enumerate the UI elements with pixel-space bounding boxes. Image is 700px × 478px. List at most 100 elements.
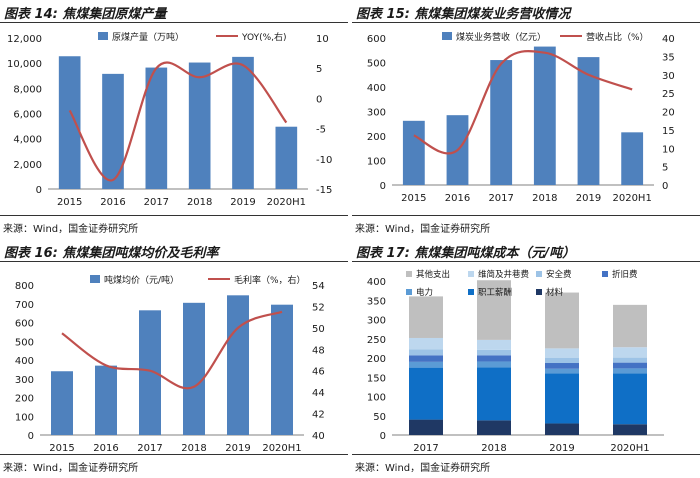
x-tick-label: 2017 — [144, 197, 169, 208]
y-left-tick-label: 500 — [15, 337, 34, 348]
stacked-bar-segment — [409, 419, 443, 435]
stacked-bar-segment — [545, 348, 579, 358]
y-left-tick-label: 6,000 — [13, 110, 42, 121]
legend-label-line: 毛利率（%，右） — [234, 274, 306, 286]
bar — [533, 46, 556, 186]
legend-swatch — [406, 289, 412, 295]
y-right-tick-label: 10 — [316, 34, 329, 45]
y-left-tick-label: 300 — [367, 316, 386, 327]
bar — [577, 57, 600, 185]
bar — [402, 120, 425, 185]
bar — [51, 371, 73, 435]
source-rule — [352, 454, 700, 455]
y-right-tick-label: 42 — [312, 410, 325, 421]
y-right-tick-label: -15 — [316, 185, 332, 196]
stacked-bar-segment — [613, 357, 647, 363]
stacked-bar-segment — [613, 368, 647, 374]
chart-title: 图表 15: 焦煤集团煤炭业务营收情况 — [356, 7, 571, 22]
chart-16-plot: 0 100 200 300 400 500 600 700 800 40 42 44 46 48 50 52 5… — [15, 274, 325, 454]
legend-label-line: YOY(%,右) — [241, 31, 287, 43]
legend-swatch-bar — [442, 32, 452, 40]
legend-label-line: 营收占比（%） — [586, 31, 649, 43]
y-right-tick-label: 0 — [662, 181, 668, 192]
y-left-tick-label: 350 — [367, 296, 386, 307]
y-left-tick-label: 200 — [15, 394, 34, 405]
bar — [227, 295, 249, 435]
legend-swatch — [468, 289, 474, 295]
y-left-tick-label: 50 — [373, 412, 386, 423]
stacked-bar-segment — [477, 349, 511, 356]
x-tick-label: 2019 — [549, 443, 574, 454]
stacked-bar-segment — [545, 368, 579, 374]
y-left-tick-label: 100 — [15, 412, 34, 423]
stacked-bar-segment — [477, 280, 511, 340]
chart-panel-17: 图表 17: 焦煤集团吨煤成本（元/吨） 0 50 100 150 200 250 300 3… — [352, 239, 700, 478]
x-tick-label: 2018 — [181, 443, 206, 454]
stacked-bar-segment — [409, 296, 443, 338]
y-right-tick-label: 40 — [662, 34, 675, 45]
stacked-bar-segment — [613, 304, 647, 348]
title-rule — [0, 22, 348, 23]
stacked-bar-segment — [477, 339, 511, 350]
bar — [232, 56, 254, 189]
stacked-bar-segment — [477, 367, 511, 421]
x-tick-label: 2015 — [57, 197, 82, 208]
stacked-bar-segment — [477, 355, 511, 362]
y-right-tick-label: 50 — [312, 324, 325, 335]
source-note: 来源：Wind，国金证券研究所 — [355, 463, 491, 474]
source-rule — [0, 454, 348, 455]
stacked-bar-segment — [409, 361, 443, 368]
y-left-tick-label: 0 — [380, 181, 386, 192]
y-right-tick-label: 20 — [662, 108, 675, 119]
source-note: 来源：Wind，国金证券研究所 — [355, 224, 491, 235]
chart-panel-14: 图表 14: 焦煤集团原煤产量 0 2,000 4,000 6,000 8,000 10,… — [0, 0, 348, 239]
x-tick-label: 2019 — [225, 443, 250, 454]
chart-panel-15: 图表 15: 焦煤集团煤炭业务营收情况 0 100 200 300 400 500 600 0… — [352, 0, 700, 239]
y-left-tick-label: 10,000 — [7, 59, 42, 70]
y-right-tick-label: 30 — [662, 71, 675, 82]
title-rule — [352, 22, 700, 23]
legend-swatch — [536, 271, 542, 277]
bar — [490, 60, 513, 185]
y-left-tick-label: 0 — [380, 431, 386, 442]
y-left-tick-label: 200 — [367, 132, 386, 143]
chart-panel-16: 图表 16: 焦煤集团吨煤均价及毛利率 0 100 200 300 400 500 600 7… — [0, 239, 348, 478]
bar — [183, 302, 205, 435]
bar — [145, 67, 168, 189]
y-right-tick-label: 40 — [312, 431, 325, 442]
chart-title: 图表 14: 焦煤集团原煤产量 — [4, 7, 167, 22]
chart-15-plot: 0 100 200 300 400 500 600 0 5 10 15 20 25 30 35 40 2015 2… — [367, 31, 675, 204]
y-right-tick-label: 5 — [662, 163, 668, 174]
stacked-bar-segment — [545, 363, 579, 369]
legend-label: 折旧费 — [612, 269, 638, 280]
x-tick-label: 2017 — [488, 193, 513, 204]
y-left-tick-label: 8,000 — [13, 84, 42, 95]
y-right-tick-label: 54 — [312, 281, 325, 292]
bar — [95, 365, 117, 435]
x-tick-label: 2018 — [187, 197, 212, 208]
y-left-tick-label: 12,000 — [7, 34, 42, 45]
legend-label-bar: 煤炭业务营收（亿元） — [456, 31, 546, 43]
stacked-bar-segment — [409, 367, 443, 420]
y-left-tick-label: 0 — [36, 185, 42, 196]
x-tick-label: 2017 — [413, 443, 438, 454]
y-right-tick-label: 44 — [312, 388, 325, 399]
y-left-tick-label: 300 — [367, 108, 386, 119]
x-tick-label: 2020H1 — [262, 443, 301, 454]
y-right-tick-label: 35 — [662, 52, 675, 63]
bar — [102, 73, 124, 189]
y-right-tick-label: 46 — [312, 367, 325, 378]
x-tick-label: 2020H1 — [267, 197, 306, 208]
x-tick-label: 2016 — [445, 193, 470, 204]
legend-swatch — [602, 271, 608, 277]
chart-title: 图表 16: 焦煤集团吨煤均价及毛利率 — [4, 246, 219, 261]
stacked-bar-segment — [613, 424, 647, 435]
chart-title: 图表 17: 焦煤集团吨煤成本（元/吨） — [356, 246, 576, 261]
stacked-bar-segment — [545, 373, 579, 424]
x-tick-label: 2017 — [137, 443, 162, 454]
bar — [139, 310, 161, 435]
x-tick-label: 2018 — [532, 193, 557, 204]
legend-swatch — [468, 271, 474, 277]
stacked-bar-segment — [409, 355, 443, 362]
bar — [621, 132, 644, 185]
